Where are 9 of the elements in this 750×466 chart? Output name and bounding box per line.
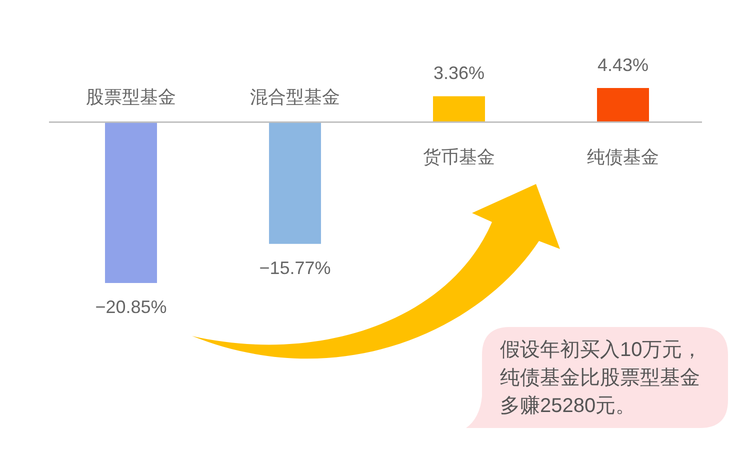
x-tick-label: 混合型基金 — [250, 87, 340, 108]
data-label: 3.36% — [433, 63, 485, 84]
data-label: −20.85% — [95, 296, 167, 317]
data-label: 4.43% — [597, 54, 649, 75]
x-tick-label: 纯债基金 — [587, 147, 659, 168]
x-tick-label: 股票型基金 — [86, 87, 176, 108]
x-tick-label: 货币基金 — [423, 147, 495, 168]
text: 假设年初买入10万元，纯债基金比股票型基金多赚25280元。 — [500, 338, 704, 419]
data-label: −15.77% — [259, 258, 331, 278]
